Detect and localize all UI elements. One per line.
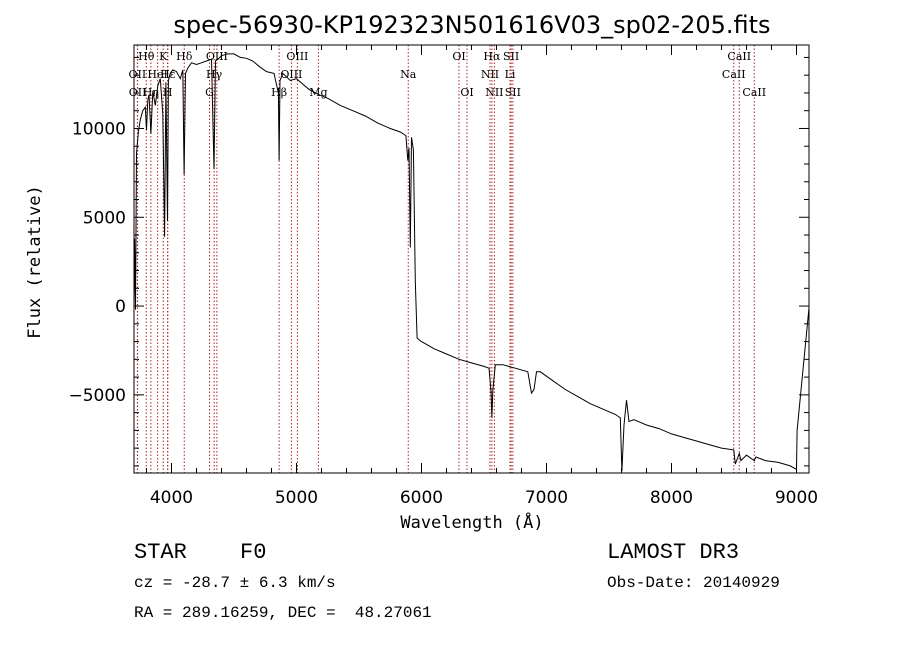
y-tick-label-1: 0 — [115, 297, 126, 317]
spectral-line-label-26: CaII — [727, 50, 751, 63]
spectral-line-label-24: SII — [505, 86, 521, 99]
redshift-velocity: cz = -28.7 ± 6.3 km/s — [134, 574, 336, 592]
object-subclass: F0 — [240, 540, 267, 565]
spectral-line-label-6: H — [163, 86, 173, 99]
spectral-line-label-11: OIII — [206, 50, 228, 63]
spectral-line-markers — [136, 45, 755, 473]
spectral-line-label-22: Li — [505, 68, 516, 81]
x-tick-label-5: 9000 — [775, 488, 818, 508]
x-axis-ticks: 4000 5000 6000 7000 8000 9000 — [146, 45, 818, 508]
spectral-line-label-16: Na — [400, 68, 417, 81]
spectral-line-label-25: CaII — [722, 68, 746, 81]
observation-date: Obs-Date: 20140929 — [607, 574, 780, 592]
spectral-line-label-21: NII — [485, 86, 503, 99]
chart-title: spec-56930-KP192323N501616V03_sp02-205.f… — [173, 11, 770, 39]
spectral-line-label-19: NII — [481, 68, 499, 81]
sky-coordinates: RA = 289.16259, DEC = 48.27061 — [134, 604, 432, 622]
x-tick-label-2: 6000 — [400, 488, 443, 508]
survey-name: LAMOST DR3 — [607, 540, 740, 565]
y-axis-label: Flux (relative) — [25, 185, 45, 339]
y-tick-label-2: 5000 — [83, 208, 126, 228]
spectral-line-label-8: Hδ — [176, 50, 193, 63]
spectral-line-label-4: HeI — [147, 68, 167, 81]
spectral-line-label-18: OI — [460, 86, 473, 99]
y-axis-ticks: −5000 0 5000 10000 — [68, 56, 809, 467]
x-tick-label-0: 4000 — [150, 488, 193, 508]
spectral-line-label-17: OI — [452, 50, 465, 63]
spectral-line-label-12: Hβ — [271, 86, 287, 99]
spectral-line-label-5: K — [159, 50, 168, 63]
y-tick-label-0: −5000 — [68, 386, 126, 406]
x-tick-label-4: 8000 — [650, 488, 693, 508]
spectral-line-label-20: Hα — [483, 50, 501, 63]
spectral-line-label-13: OIII — [280, 68, 302, 81]
spectral-line-label-10: Hγ — [206, 68, 223, 81]
spectral-line-label-1: OII — [129, 68, 147, 81]
object-class: STAR — [134, 540, 187, 565]
plot-frame — [133, 44, 810, 474]
spectral-line-label-23: SII — [503, 50, 519, 63]
spectral-line-labels: HθOIIOIIHηHeIKHHεHδGHγOIIIHβOIIIOIIIMgNa… — [129, 50, 767, 99]
spectral-line-label-9: G — [205, 86, 214, 99]
x-tick-label-3: 7000 — [525, 488, 568, 508]
flux-series-line — [133, 53, 810, 472]
spectral-line-label-14: OIII — [286, 50, 308, 63]
spectral-line-label-27: CaII — [742, 86, 766, 99]
spectral-line-label-15: Mg — [309, 86, 327, 99]
y-tick-label-3: 10000 — [72, 119, 126, 139]
x-tick-label-1: 5000 — [275, 488, 318, 508]
spectral-line-label-0: Hθ — [138, 50, 155, 63]
spectral-line-label-3: Hη — [143, 86, 159, 99]
x-axis-label: Wavelength (Å) — [400, 511, 543, 533]
